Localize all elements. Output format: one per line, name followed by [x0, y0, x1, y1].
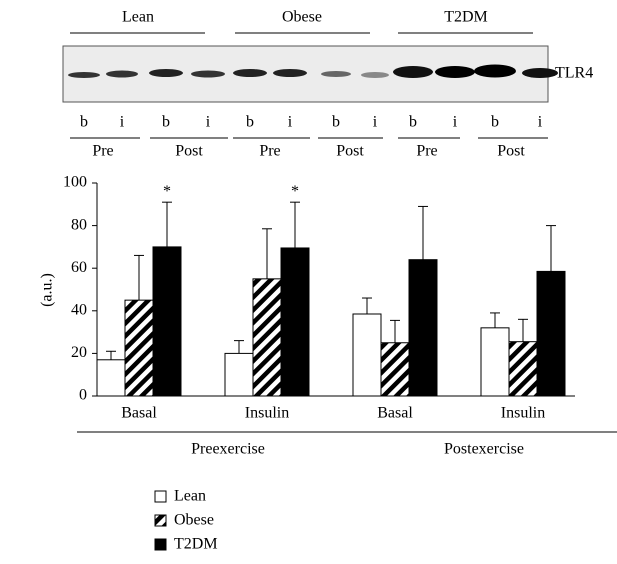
legend-swatch: [155, 515, 166, 526]
lane-label: b: [80, 114, 88, 131]
lane-label: i: [538, 114, 543, 131]
y-tick-label: 20: [71, 344, 87, 361]
x-tick-label: Basal: [121, 405, 157, 422]
blot-group-label: Obese: [282, 9, 322, 26]
error-bar: [234, 341, 244, 354]
lane-label: b: [162, 114, 170, 131]
blot-group-label: Lean: [122, 9, 154, 26]
bar: [253, 279, 281, 396]
error-bar: [106, 351, 116, 360]
protein-label: TLR4: [555, 65, 593, 82]
lane-label: b: [332, 114, 340, 131]
significance-mark: *: [291, 183, 299, 200]
x-tick-label: Basal: [377, 405, 413, 422]
group-label: Postexercise: [444, 441, 524, 458]
error-bar: [262, 229, 272, 279]
legend-label: Lean: [174, 488, 206, 505]
lane-label: i: [453, 114, 458, 131]
timepoint-label: Post: [175, 143, 203, 160]
bar: [281, 248, 309, 396]
timepoint-label: Post: [497, 143, 525, 160]
error-bar: [546, 226, 556, 272]
blot-group-label: T2DM: [444, 9, 488, 26]
error-bar: [518, 319, 528, 341]
lane-label: i: [120, 114, 125, 131]
y-tick-label: 0: [79, 387, 87, 404]
lane-label: i: [206, 114, 211, 131]
y-tick-label: 100: [63, 174, 87, 191]
y-axis-label: (a.u.): [39, 273, 56, 307]
error-bar: [490, 313, 500, 328]
timepoint-label: Pre: [259, 143, 280, 160]
y-tick-label: 40: [71, 301, 87, 318]
group-label: Preexercise: [191, 441, 265, 458]
y-tick-label: 60: [71, 259, 87, 276]
legend-swatch: [155, 491, 166, 502]
lane-label: i: [373, 114, 378, 131]
bar: [381, 343, 409, 396]
error-bar: [290, 202, 300, 248]
bar: [509, 342, 537, 396]
x-tick-label: Insulin: [501, 405, 545, 422]
bar: [225, 353, 253, 396]
y-tick-label: 80: [71, 216, 87, 233]
bar: [353, 314, 381, 396]
error-bar: [362, 298, 372, 314]
bar: [97, 360, 125, 396]
blot-image: [63, 46, 558, 102]
x-tick-label: Insulin: [245, 405, 289, 422]
legend-label: Obese: [174, 512, 214, 529]
bar: [125, 300, 153, 396]
timepoint-label: Pre: [92, 143, 113, 160]
bar: [537, 271, 565, 396]
bar: [153, 247, 181, 396]
timepoint-label: Pre: [416, 143, 437, 160]
lane-label: b: [246, 114, 254, 131]
legend-label: T2DM: [174, 536, 218, 553]
timepoint-label: Post: [336, 143, 364, 160]
lane-label: b: [491, 114, 499, 131]
bar: [481, 328, 509, 396]
bar: [409, 260, 437, 396]
figure: TLR4 Lean Obese T2DM b i b i b i b i b i b i Pre Post Pre…: [0, 0, 617, 564]
error-bar: [390, 320, 400, 342]
error-bar: [134, 255, 144, 300]
error-bar: [162, 202, 172, 247]
significance-mark: *: [163, 183, 171, 200]
legend-swatch: [155, 539, 166, 550]
error-bar: [418, 206, 428, 259]
lane-label: b: [409, 114, 417, 131]
lane-label: i: [288, 114, 293, 131]
